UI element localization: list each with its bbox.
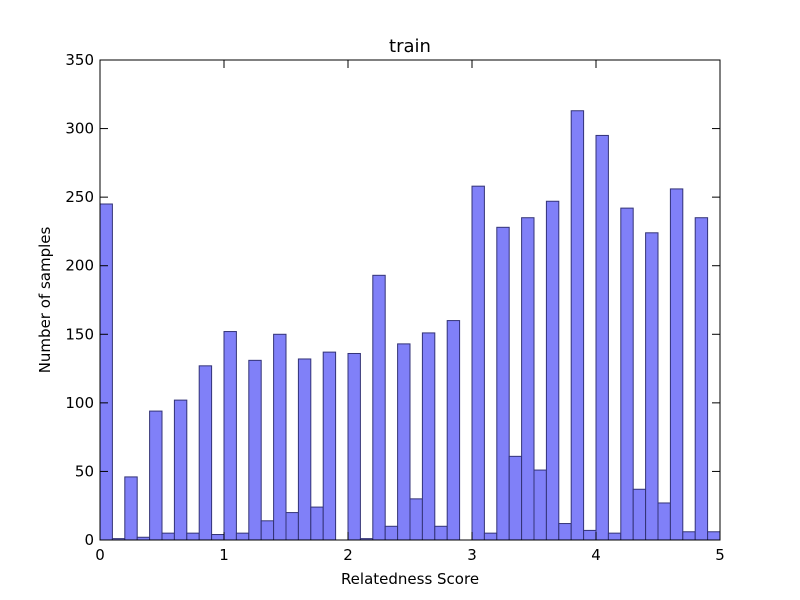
y-tick-label: 300	[65, 120, 94, 138]
histogram-bar	[434, 525, 448, 541]
x-tick-label: 0	[95, 546, 105, 564]
y-tick-label: 250	[65, 188, 94, 206]
histogram-bar	[421, 332, 436, 541]
histogram-bar	[347, 352, 361, 541]
x-axis-title: Relatedness Score	[341, 570, 479, 588]
histogram-bar	[273, 333, 287, 541]
histogram-bar	[632, 488, 647, 541]
histogram-bar	[645, 232, 659, 541]
histogram-bar	[620, 207, 634, 541]
histogram-bar	[161, 532, 175, 541]
histogram-bar	[310, 506, 324, 541]
y-tick-label: 100	[65, 394, 94, 412]
histogram-bar	[211, 534, 225, 541]
histogram-bar	[682, 531, 696, 541]
histogram-bar	[545, 200, 560, 541]
histogram-bar	[285, 512, 299, 541]
x-tick-label: 4	[591, 546, 601, 564]
y-axis-ticks: 0 50 100 150 200 250 300 350	[65, 51, 720, 549]
histogram-bar	[483, 532, 498, 541]
plot-frame	[99, 59, 721, 541]
histogram-bar	[583, 529, 597, 541]
histogram-bar	[694, 217, 709, 541]
histogram-bar	[446, 320, 461, 541]
histogram-bar	[372, 274, 386, 541]
y-tick-label: 150	[65, 325, 94, 343]
histogram-bar	[409, 498, 423, 541]
bars-group	[99, 110, 721, 541]
x-tick-label: 1	[219, 546, 229, 564]
histogram-bar	[297, 358, 312, 541]
y-tick-label: 200	[65, 257, 94, 275]
histogram-bar	[173, 399, 188, 541]
histogram-bar	[248, 359, 262, 541]
histogram-bar	[186, 532, 200, 541]
histogram-bar	[235, 532, 250, 541]
histogram-bar	[198, 365, 213, 541]
x-tick-label: 5	[715, 546, 725, 564]
histogram-bar	[471, 185, 485, 541]
histogram-bar	[496, 226, 510, 541]
histogram-bar	[521, 217, 535, 541]
histogram-bar	[384, 525, 399, 541]
histogram-bar	[707, 531, 721, 541]
histogram-bar	[669, 188, 684, 541]
histogram-bar	[595, 134, 609, 541]
x-tick-label: 3	[467, 546, 477, 564]
histogram-bar	[570, 110, 585, 541]
histogram-bar	[657, 502, 671, 541]
histogram-bar	[99, 203, 113, 541]
x-tick-label: 2	[343, 546, 353, 564]
chart-title: train	[389, 36, 431, 57]
histogram-bar	[533, 469, 547, 541]
histogram-bar	[124, 476, 138, 541]
y-tick-label: 0	[84, 531, 94, 549]
y-tick-label: 50	[75, 462, 94, 480]
y-axis-title: Number of samples	[36, 227, 54, 374]
x-axis-ticks: 0 1 2 3 4 5	[95, 60, 725, 564]
histogram-bar	[223, 331, 237, 541]
histogram-bar	[397, 343, 411, 541]
histogram-bar	[558, 523, 572, 541]
histogram-bar	[149, 410, 163, 541]
histogram-bar	[260, 520, 275, 541]
histogram-bar	[508, 455, 523, 541]
histogram-bar	[322, 351, 337, 541]
y-tick-label: 350	[65, 51, 94, 69]
histogram-bar	[607, 532, 622, 541]
